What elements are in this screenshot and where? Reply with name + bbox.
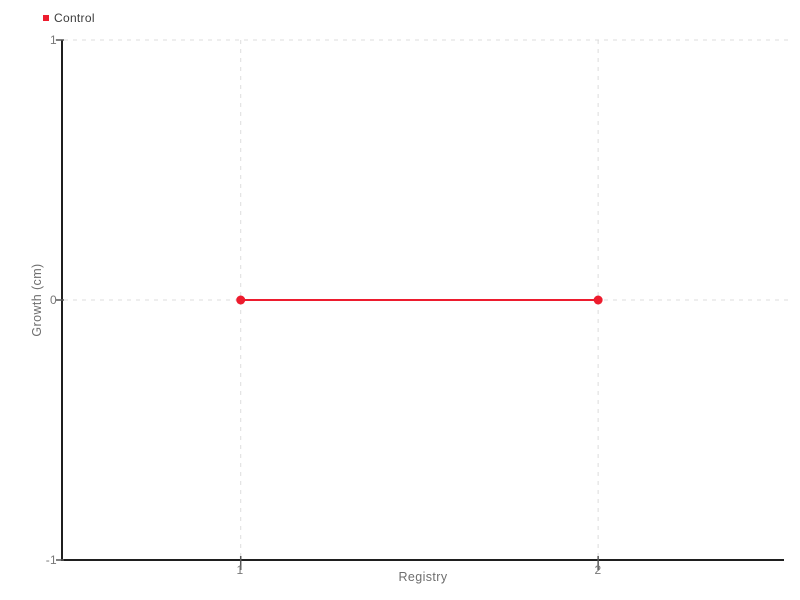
legend-item-control[interactable]: Control [43,11,95,25]
legend-swatch-icon [43,15,49,21]
y-tick-label-neg1: -1 [45,553,57,567]
x-axis-title: Registry [398,570,448,584]
x-tick-label-2: 2 [594,563,602,577]
y-tick-label-1: 1 [50,33,57,47]
y-tick-label-0: 0 [50,293,57,307]
legend-label: Control [54,11,95,25]
y-axis-title: Growth (cm) [30,263,44,337]
x-tick-label-1: 1 [236,563,244,577]
